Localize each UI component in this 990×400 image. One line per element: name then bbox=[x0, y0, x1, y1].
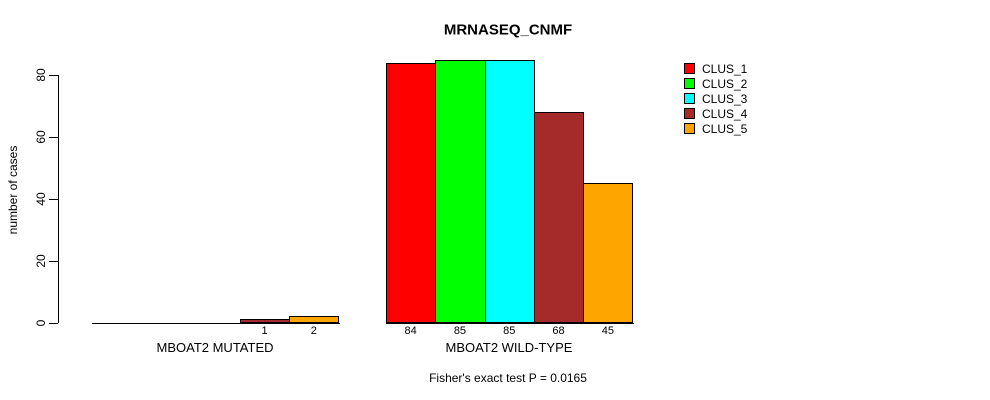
legend-label: CLUS_2 bbox=[702, 76, 748, 91]
y-tick-label: 40 bbox=[34, 192, 48, 206]
bar bbox=[239, 319, 291, 324]
legend-swatch bbox=[684, 123, 695, 135]
bar bbox=[289, 316, 340, 324]
y-axis-line bbox=[58, 74, 59, 324]
legend-row: CLUS_2 bbox=[684, 76, 747, 91]
bar-value-label: 1 bbox=[261, 325, 268, 337]
legend-swatch bbox=[684, 78, 695, 90]
y-tick-label: 0 bbox=[34, 319, 48, 327]
legend: CLUS_1 CLUS_2 CLUS_3 CLUS_4 CLUS_5 bbox=[684, 61, 747, 136]
group-baseline bbox=[92, 322, 340, 324]
y-tick-mark bbox=[49, 74, 58, 76]
bar-value-label: 45 bbox=[601, 325, 614, 337]
bar-value-label: 68 bbox=[552, 325, 565, 337]
legend-row: CLUS_5 bbox=[684, 121, 747, 136]
legend-label: CLUS_5 bbox=[702, 121, 748, 136]
bar bbox=[386, 62, 437, 324]
legend-swatch bbox=[684, 63, 695, 75]
bar bbox=[533, 112, 585, 324]
y-tick-mark bbox=[49, 260, 58, 262]
footnote-fisher-test: Fisher's exact test P = 0.0165 bbox=[429, 371, 587, 385]
legend-label: CLUS_1 bbox=[702, 61, 748, 76]
y-tick-label: 20 bbox=[34, 254, 48, 268]
legend-row: CLUS_3 bbox=[684, 91, 747, 106]
y-tick-mark bbox=[49, 136, 58, 138]
legend-swatch bbox=[684, 93, 695, 105]
bar-value-label: 85 bbox=[503, 325, 516, 337]
bar-value-label: 85 bbox=[453, 325, 467, 337]
bar bbox=[583, 183, 634, 324]
legend-row: CLUS_1 bbox=[684, 61, 747, 76]
y-tick-mark bbox=[49, 198, 58, 200]
legend-row: CLUS_4 bbox=[684, 106, 747, 121]
y-tick-label: 60 bbox=[34, 130, 48, 145]
bar-value-label: 84 bbox=[404, 325, 417, 337]
legend-label: CLUS_3 bbox=[702, 91, 748, 106]
legend-label: CLUS_4 bbox=[702, 106, 748, 121]
y-tick-mark bbox=[49, 322, 58, 324]
group-label-wildtype: MBOAT2 WILD-TYPE bbox=[445, 340, 573, 355]
group-label-mutated: MBOAT2 MUTATED bbox=[156, 340, 274, 355]
chart-title: MRNASEQ_CNMF bbox=[443, 21, 573, 39]
bar-value-label: 2 bbox=[310, 325, 317, 337]
bar bbox=[435, 59, 486, 324]
y-tick-label: 80 bbox=[34, 68, 48, 83]
legend-swatch bbox=[684, 108, 695, 120]
bar bbox=[484, 59, 535, 324]
